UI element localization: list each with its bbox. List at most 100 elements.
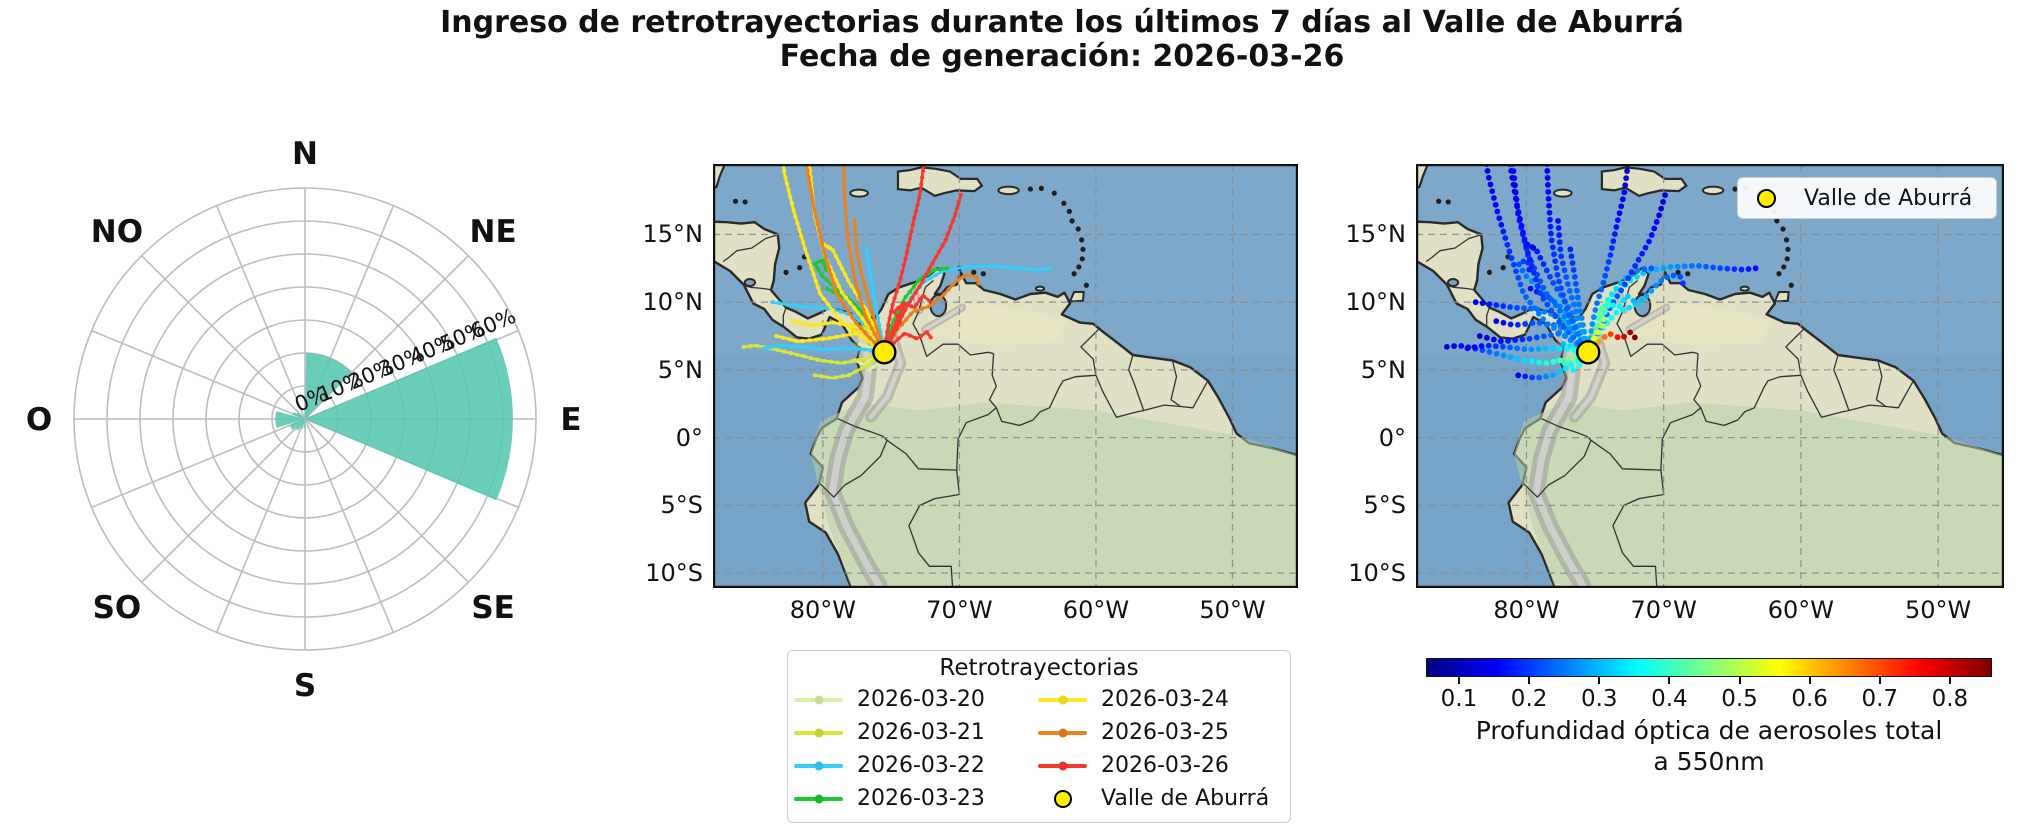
- aod-dot: [1526, 335, 1533, 342]
- aod-dot: [1487, 181, 1494, 188]
- aod-dot: [1614, 334, 1621, 341]
- aod-dot: [1610, 238, 1617, 244]
- trajectory-bead: [809, 265, 814, 271]
- aod-dot: [1514, 345, 1521, 352]
- aod-dot: [1507, 354, 1514, 361]
- aod-dot: [1570, 367, 1577, 373]
- island-dot: [1784, 256, 1790, 262]
- aod-dot: [1567, 246, 1574, 253]
- aod-dot: [1514, 321, 1521, 328]
- aod-dot: [1600, 279, 1607, 286]
- island-dot: [797, 265, 803, 271]
- aod-dot: [1632, 263, 1639, 269]
- trajectory-bead: [1035, 267, 1040, 272]
- aod-dot: [1604, 300, 1611, 307]
- aod-dot: [1608, 245, 1615, 251]
- trajectory-bead: [802, 344, 807, 350]
- trajectory-bead: [901, 263, 906, 268]
- trajectory-bead: [835, 360, 840, 365]
- aod-dot: [1560, 341, 1567, 348]
- aod-dot: [1549, 345, 1556, 352]
- trajectory-bead: [748, 344, 753, 349]
- trajectory-bead: [900, 307, 905, 312]
- trajectory-bead: [834, 334, 839, 339]
- aod-dot: [1548, 332, 1554, 338]
- country-border: [1833, 354, 1850, 411]
- lat-tick-label: 0°: [1378, 423, 1406, 452]
- trajectory-bead: [927, 298, 932, 303]
- aod-dot: [1625, 275, 1632, 282]
- aod-dot: [1507, 304, 1514, 310]
- trajectory-bead: [909, 296, 915, 301]
- legend-row: 2026-03-25: [1038, 716, 1229, 749]
- trajectory-bead: [859, 301, 864, 306]
- trajectory-bead: [802, 354, 807, 359]
- rose-spoke: [141, 255, 306, 420]
- trajectory-bead: [865, 362, 870, 368]
- aod-dot: [1568, 294, 1575, 301]
- aod-dot: [1679, 280, 1686, 287]
- aod-dot: [1510, 181, 1517, 188]
- legend-line-marker: [1058, 728, 1067, 737]
- trajectory-bead: [914, 302, 919, 307]
- aod-dot: [1522, 373, 1529, 380]
- trajectories-legend-title: Retrotrayectorias: [939, 655, 1139, 681]
- trajectory-bead: [788, 344, 793, 349]
- aod-dot: [1596, 310, 1603, 317]
- aod-dot: [1552, 313, 1559, 320]
- aod-dot: [1677, 273, 1684, 280]
- aod-dot: [1546, 209, 1553, 216]
- aod-dot: [1731, 266, 1738, 273]
- trajectory-bead: [862, 285, 868, 290]
- trajectory-bead: [890, 332, 895, 337]
- rose-wedge-E: [305, 337, 513, 501]
- aod-dot: [1532, 276, 1539, 283]
- trajectory-bead: [830, 248, 836, 253]
- aod-dot: [1550, 280, 1557, 286]
- trajectory-bead: [814, 337, 819, 342]
- trajectory-bead: [787, 337, 792, 342]
- aod-dot: [1548, 307, 1555, 314]
- trajectory-bead: [741, 344, 746, 349]
- aod-dot: [1511, 188, 1518, 195]
- island-dot: [1069, 218, 1075, 224]
- aod-dot: [1545, 188, 1552, 195]
- trajectory-bead: [822, 347, 827, 352]
- rose-compass-NO: NO: [91, 214, 143, 250]
- aod-dot: [1529, 320, 1536, 326]
- lake-nicaragua: [1446, 277, 1460, 288]
- legend-line-swatch: [794, 794, 843, 803]
- aod-dot: [1451, 343, 1457, 349]
- aod-dot: [1596, 293, 1603, 300]
- trajectory-bead: [860, 334, 865, 339]
- aod-dot: [1588, 328, 1595, 335]
- rose-wedge-S: [303, 419, 306, 428]
- trajectory-bead: [961, 274, 966, 279]
- colorbar-tick-label: 0.8: [1931, 686, 1969, 712]
- trajectory-bead: [755, 343, 760, 348]
- trajectory-bead: [823, 267, 828, 272]
- colorbar-tick-mark: [1668, 677, 1671, 684]
- trajectory-bead: [890, 302, 895, 307]
- aod-dot: [1710, 264, 1717, 271]
- aod-dot: [1572, 324, 1579, 331]
- trajectory-bead: [823, 254, 828, 259]
- lat-tick-label: 10°N: [642, 288, 704, 317]
- trajectory-bead: [842, 182, 847, 187]
- rose-wedge-SSO: [300, 419, 305, 429]
- aod-dot: [1643, 292, 1650, 299]
- aod-dot: [1483, 334, 1490, 341]
- aod-dot: [1595, 329, 1601, 336]
- trajectory-bead: [849, 262, 855, 267]
- trajectory-bead: [896, 336, 901, 341]
- aod-dot: [1564, 281, 1571, 287]
- trajectory-bead: [777, 301, 782, 306]
- aod-dot: [1540, 316, 1547, 323]
- aod-dot: [1544, 321, 1550, 328]
- aod-dot: [1621, 189, 1628, 196]
- country-border: [1848, 404, 1887, 412]
- aod-dot: [1541, 308, 1548, 315]
- aod-dot: [1534, 248, 1541, 255]
- aod-dot: [1509, 174, 1516, 181]
- trajectory-bead: [861, 278, 866, 283]
